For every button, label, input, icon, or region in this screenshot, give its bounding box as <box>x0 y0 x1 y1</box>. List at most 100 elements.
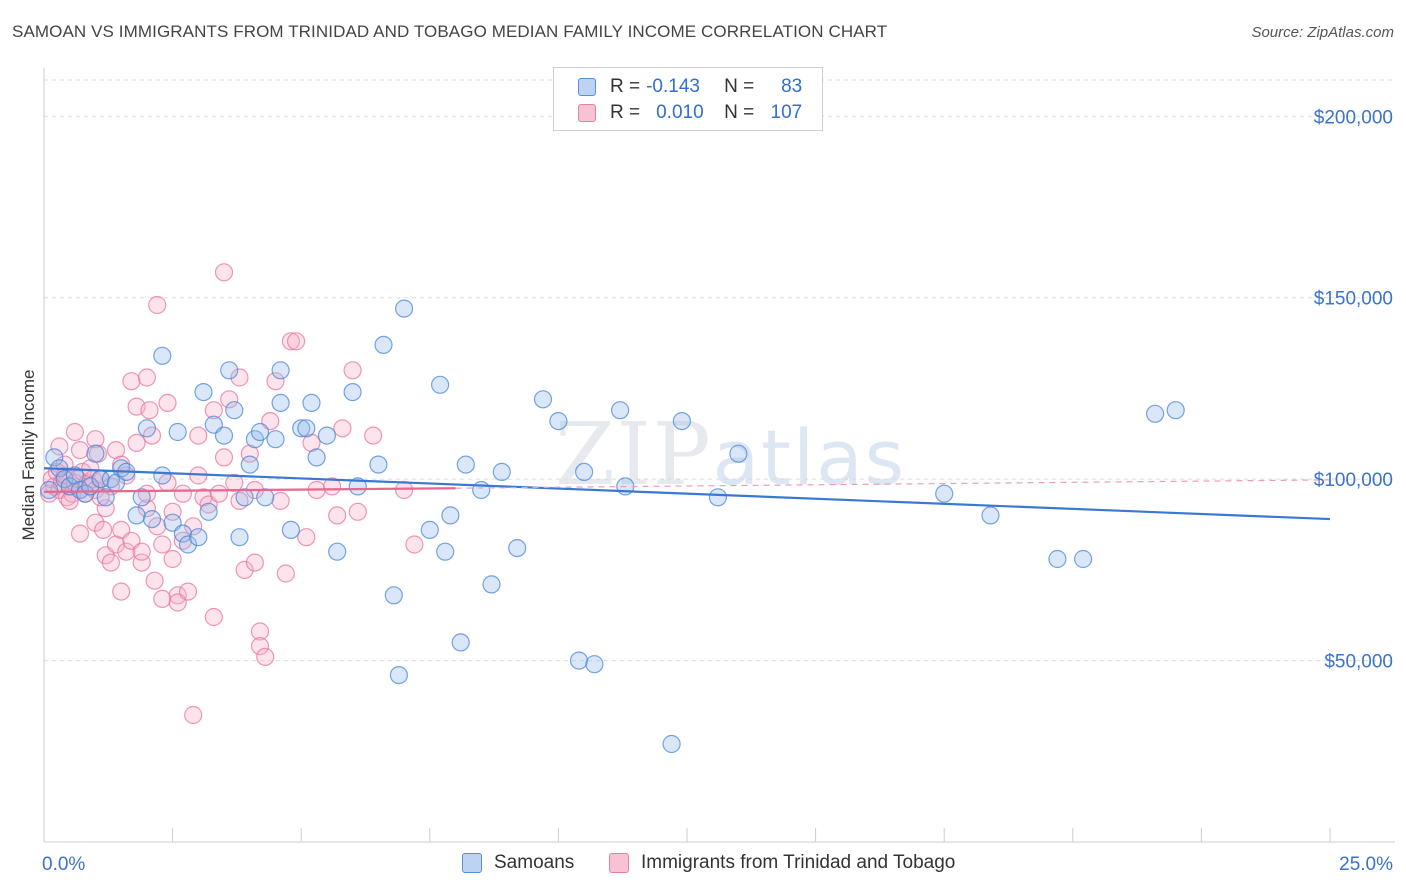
data-point <box>271 361 290 380</box>
series-legend: Samoans Immigrants from Trinidad and Tob… <box>0 852 1406 878</box>
legend-n-value: 107 <box>770 102 803 123</box>
data-point <box>472 480 491 500</box>
data-point <box>137 499 156 518</box>
data-point <box>436 542 455 561</box>
label-layer: $50,000 $100,000 $150,000 $200,000 0.0% 25.0%… <box>19 107 1393 875</box>
data-point <box>256 488 275 507</box>
data-point <box>214 448 234 467</box>
data-point <box>1073 549 1093 569</box>
data-point <box>250 636 270 656</box>
data-point <box>153 535 172 554</box>
data-point <box>323 477 342 496</box>
data-point <box>225 401 244 420</box>
series-legend-samoans[interactable]: Samoans <box>462 852 574 874</box>
data-point <box>708 488 728 507</box>
data-point <box>574 462 594 481</box>
legend-row-samoans: R = -0.143 N = 83 <box>578 74 802 100</box>
data-point <box>384 586 403 605</box>
axis-layer <box>43 68 1395 843</box>
legend-r-label: R = <box>610 76 641 97</box>
data-point <box>163 502 182 521</box>
trend-line-trinidad-extension <box>455 479 1331 489</box>
data-point <box>94 520 113 540</box>
data-point <box>328 542 347 561</box>
data-point <box>235 560 254 580</box>
data-point <box>39 480 59 500</box>
legend-row-trinidad: R = 0.010 N = 107 <box>578 100 802 126</box>
data-point <box>348 502 367 521</box>
data-point <box>209 484 228 503</box>
data-point <box>127 433 146 452</box>
data-point <box>672 412 692 431</box>
series-legend-trinidad[interactable]: Immigrants from Trinidad and Tobago <box>609 852 955 874</box>
data-point <box>271 393 290 412</box>
data-point <box>729 444 748 463</box>
data-point <box>343 383 362 402</box>
x-tick-label: 0.0% <box>42 854 85 875</box>
data-point <box>297 528 316 547</box>
series-legend-label: Samoans <box>494 852 575 873</box>
source-label: Source: ZipAtlas.com <box>1251 24 1394 41</box>
data-point <box>220 390 239 409</box>
data-point <box>292 419 311 438</box>
data-point <box>276 564 295 583</box>
data-point <box>70 524 90 543</box>
data-point <box>168 586 187 605</box>
series-legend-label: Immigrants from Trinidad and Tobago <box>641 852 956 873</box>
data-point <box>610 401 630 420</box>
data-point <box>96 488 115 507</box>
zipatlas-watermark: ZIPatlas <box>555 405 906 505</box>
data-point <box>245 553 264 572</box>
data-point <box>240 444 259 463</box>
chart-title: SAMOAN VS IMMIGRANTS FROM TRINIDAD AND T… <box>12 22 888 41</box>
data-point <box>184 517 203 536</box>
data-point <box>101 553 121 572</box>
data-point <box>199 502 218 521</box>
data-point <box>112 582 131 601</box>
data-point <box>189 426 208 445</box>
data-point <box>153 346 172 365</box>
data-point <box>230 528 249 547</box>
data-point <box>441 506 460 525</box>
data-point <box>230 491 249 510</box>
data-point <box>50 437 69 456</box>
data-point <box>395 299 414 318</box>
data-point <box>137 368 156 387</box>
data-point <box>184 705 203 725</box>
legend-r-value: -0.143 <box>646 76 700 97</box>
data-point <box>266 372 285 391</box>
data-point <box>395 480 414 500</box>
watermark-bold: ZIP <box>555 405 713 505</box>
points-layer <box>39 263 1185 754</box>
legend-n-label: N = <box>724 102 755 123</box>
series-swatch-samoans <box>462 853 482 873</box>
data-point <box>132 542 151 561</box>
correlation-legend: R = -0.143 N = 83 R = 0.010 N = 107 <box>553 67 823 131</box>
legend-swatch-samoans <box>578 78 596 96</box>
data-point <box>333 419 352 438</box>
data-point <box>981 506 1000 525</box>
data-point <box>65 466 85 485</box>
data-point <box>122 372 141 391</box>
data-point <box>374 335 393 354</box>
data-point <box>250 422 270 442</box>
y-axis-title: Median Family Income <box>19 369 38 540</box>
data-point <box>250 622 270 641</box>
data-point <box>145 571 164 590</box>
data-point <box>230 368 249 387</box>
data-point <box>86 430 105 449</box>
data-point <box>317 426 336 445</box>
data-point <box>451 633 470 652</box>
data-point <box>178 582 198 601</box>
data-point <box>492 462 511 481</box>
data-point <box>1145 404 1165 423</box>
data-point <box>163 549 182 569</box>
data-point <box>302 393 321 412</box>
data-point <box>369 455 388 474</box>
data-point <box>168 422 187 442</box>
trend-layer <box>43 467 1331 521</box>
data-point <box>569 651 589 670</box>
legend-r-label: R = <box>610 102 641 123</box>
data-point <box>287 332 306 351</box>
y-tick-label: $200,000 <box>1314 107 1393 128</box>
